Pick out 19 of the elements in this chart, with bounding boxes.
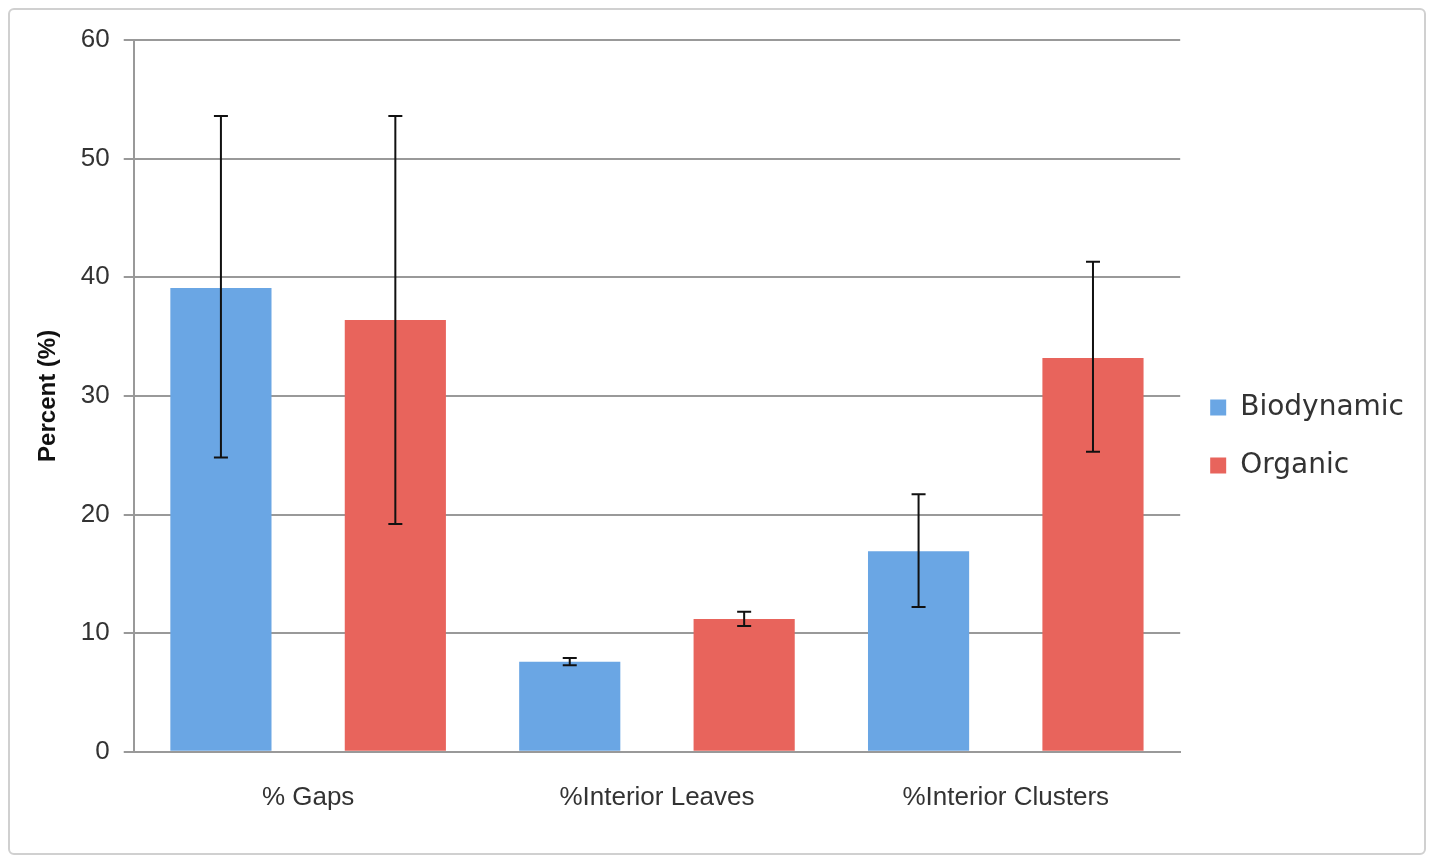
legend-label: Biodynamic xyxy=(1240,388,1405,422)
bar xyxy=(519,661,621,751)
x-tick-label: %Interior Clusters xyxy=(902,780,1110,811)
bar xyxy=(344,319,446,751)
legend-label: Organic xyxy=(1240,446,1350,480)
bar xyxy=(1042,357,1144,751)
x-tick-label: %Interior Leaves xyxy=(559,780,755,811)
bar xyxy=(693,618,795,751)
x-tick-label: % Gaps xyxy=(261,780,355,811)
y-tick-label: 60 xyxy=(80,23,110,54)
y-tick-label: 10 xyxy=(80,616,110,647)
bar xyxy=(170,287,272,751)
y-axis-title: Percent (%) xyxy=(33,329,61,462)
y-tick-label: 50 xyxy=(80,141,110,172)
y-tick-label: 0 xyxy=(95,734,110,765)
y-tick-label: 30 xyxy=(80,379,110,410)
y-tick-label: 40 xyxy=(80,260,110,291)
y-tick-label: 20 xyxy=(80,497,110,528)
bar xyxy=(867,551,970,751)
